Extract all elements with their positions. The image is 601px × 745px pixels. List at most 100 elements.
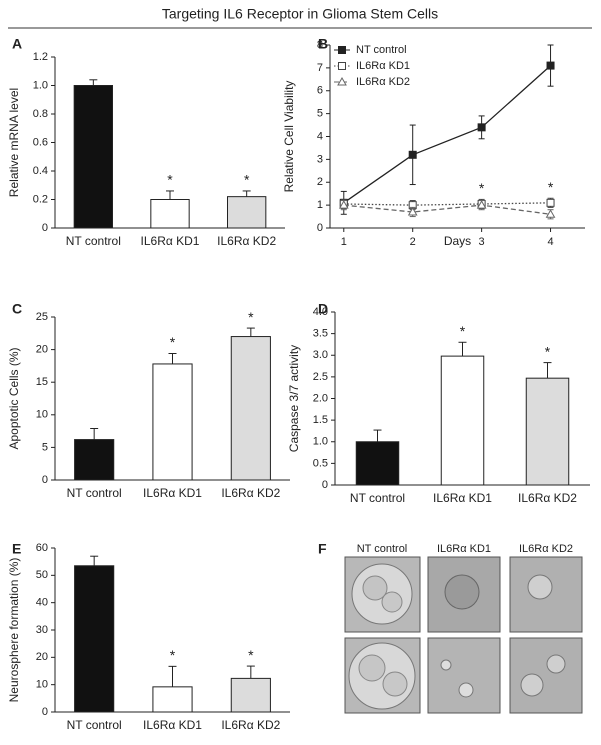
x-tick-label: IL6Rα KD1 xyxy=(143,718,202,732)
y-tick-label: 20 xyxy=(36,344,48,356)
y-tick-label: 0.4 xyxy=(33,165,48,177)
cell-cluster xyxy=(382,671,408,697)
significance-mark: * xyxy=(248,647,254,663)
y-tick-label: 2 xyxy=(317,176,323,188)
x-tick-label: IL6Rα KD1 xyxy=(433,491,492,505)
marker xyxy=(476,200,487,209)
bar xyxy=(525,377,570,486)
panel-label: D xyxy=(318,301,328,317)
marker xyxy=(546,198,555,207)
significance-mark: * xyxy=(460,323,466,339)
y-axis-label: Neurosphere formation (%) xyxy=(7,558,21,703)
y-tick-label: 2.0 xyxy=(313,392,328,404)
y-tick-label: 50 xyxy=(36,569,48,581)
x-tick-label: NT control xyxy=(350,491,405,505)
y-axis-label: Caspase 3/7 activity xyxy=(287,345,301,452)
x-tick-label: IL6Rα KD2 xyxy=(221,718,280,732)
significance-mark: * xyxy=(170,334,176,350)
significance-mark: * xyxy=(244,172,250,188)
y-tick-label: 0.6 xyxy=(33,136,48,148)
y-axis-label: Relative Cell Viability xyxy=(282,81,296,193)
y-tick-label: 1.0 xyxy=(33,79,48,91)
bar xyxy=(73,85,113,229)
x-tick-label: IL6Rα KD2 xyxy=(518,491,577,505)
x-tick-label: IL6Rα KD2 xyxy=(221,486,280,500)
y-tick-label: 3.0 xyxy=(313,349,328,361)
cell-cluster xyxy=(520,673,544,697)
marker xyxy=(545,209,556,218)
marker xyxy=(338,62,346,70)
x-tick-label: NT control xyxy=(67,486,122,500)
y-tick-label: 10 xyxy=(36,679,48,691)
y-tick-label: 4 xyxy=(317,130,323,142)
figure-title: Targeting IL6 Receptor in Glioma Stem Ce… xyxy=(162,6,438,22)
panel-label: F xyxy=(318,541,327,557)
panel-label: B xyxy=(318,36,328,52)
y-tick-label: 8 xyxy=(317,39,323,51)
bar xyxy=(152,363,193,481)
legend-label: NT control xyxy=(356,44,407,56)
y-tick-label: 7 xyxy=(317,62,323,74)
marker xyxy=(338,46,346,54)
legend-label: IL6Rα KD1 xyxy=(356,60,410,72)
x-tick-label: IL6Rα KD2 xyxy=(217,234,276,248)
cell-cluster xyxy=(444,574,480,610)
x-tick-label: 2 xyxy=(410,236,416,248)
y-tick-label: 3.5 xyxy=(313,328,328,340)
cell-cluster xyxy=(458,682,474,698)
y-tick-label: 0.2 xyxy=(33,193,48,205)
y-tick-label: 25 xyxy=(36,311,48,323)
significance-mark: * xyxy=(548,179,554,195)
y-tick-label: 1.2 xyxy=(33,51,48,63)
bar xyxy=(355,441,400,486)
cell-cluster xyxy=(358,654,386,682)
y-tick-label: 0 xyxy=(317,222,323,234)
image-grid xyxy=(344,556,583,714)
x-tick-label: 3 xyxy=(479,236,485,248)
y-tick-label: 5 xyxy=(42,441,48,453)
legend-label: IL6Rα KD2 xyxy=(356,76,410,88)
marker xyxy=(546,61,555,70)
x-tick-label: NT control xyxy=(66,234,121,248)
series-line xyxy=(343,65,551,204)
x-tick-label: IL6Rα KD1 xyxy=(141,234,200,248)
bar xyxy=(230,677,271,713)
y-tick-label: 0 xyxy=(42,222,48,234)
panel-label: A xyxy=(12,36,22,52)
y-tick-label: 20 xyxy=(36,651,48,663)
y-tick-label: 30 xyxy=(36,624,48,636)
column-label: IL6Rα KD1 xyxy=(437,543,491,555)
x-axis-label: Days xyxy=(444,234,471,248)
significance-mark: * xyxy=(479,180,485,196)
image-tile xyxy=(509,637,583,714)
x-tick-label: 1 xyxy=(341,236,347,248)
series-line xyxy=(343,204,551,215)
marker xyxy=(408,150,417,159)
bar xyxy=(152,686,193,713)
significance-mark: * xyxy=(170,647,176,663)
series-line xyxy=(343,202,551,206)
cell-cluster xyxy=(362,575,388,601)
x-tick-label: NT control xyxy=(67,718,122,732)
y-tick-label: 4.0 xyxy=(313,306,328,318)
column-label: NT control xyxy=(357,543,408,555)
y-tick-label: 3 xyxy=(317,153,323,165)
bar xyxy=(150,199,190,229)
significance-mark: * xyxy=(248,309,254,325)
y-tick-label: 1.5 xyxy=(313,414,328,426)
y-tick-label: 15 xyxy=(36,376,48,388)
marker xyxy=(477,123,486,132)
y-axis-label: Relative mRNA level xyxy=(7,88,21,197)
y-tick-label: 0.8 xyxy=(33,108,48,120)
y-tick-label: 0 xyxy=(42,706,48,718)
column-label: IL6Rα KD2 xyxy=(519,543,573,555)
panel-label: E xyxy=(12,541,21,557)
y-tick-label: 5 xyxy=(317,108,323,120)
marker xyxy=(338,200,349,209)
bar xyxy=(74,439,115,481)
cell-cluster xyxy=(546,654,566,674)
x-tick-label: IL6Rα KD1 xyxy=(143,486,202,500)
cell-cluster xyxy=(440,659,452,671)
